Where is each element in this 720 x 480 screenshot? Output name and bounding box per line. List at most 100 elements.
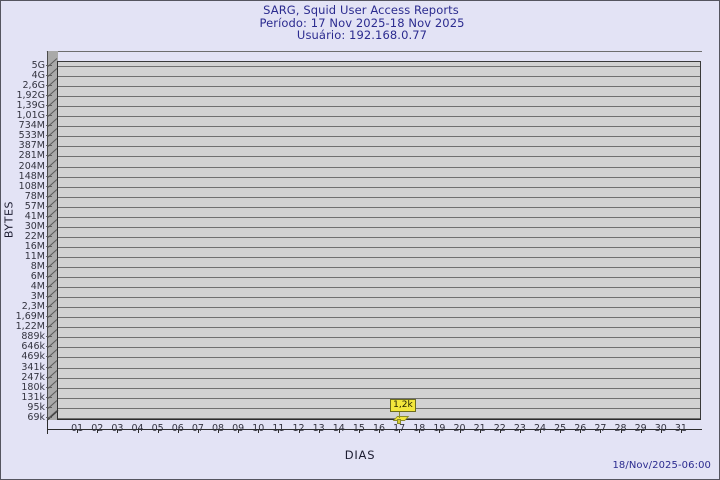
gridline: [58, 177, 700, 178]
y-axis-tick-label: 469k: [21, 351, 45, 363]
y-axis-tick-label: 1,39G: [16, 100, 45, 112]
x-axis-tick-mark: [339, 429, 340, 433]
x-axis-tick-label: 08: [207, 423, 229, 434]
y-axis-tick-label: 1,01G: [16, 110, 45, 122]
gridline: [58, 197, 700, 198]
y-axis-tick-label: 734M: [18, 120, 45, 132]
y-axis-tick-label: 4M: [30, 281, 45, 293]
y-axis-tick-mark: [46, 416, 52, 418]
y-axis-tick-mark: [46, 205, 52, 207]
y-axis-tick-mark: [46, 356, 52, 358]
x-axis-tick-label: 23: [509, 423, 531, 434]
x-axis-tick-mark: [379, 429, 380, 433]
y-axis-tick-mark: [46, 115, 52, 117]
x-axis-tick-mark: [621, 429, 622, 433]
y-axis-tick-mark: [46, 85, 52, 87]
gridline: [58, 116, 700, 117]
x-axis-tick-label: 14: [328, 423, 350, 434]
gridline: [58, 187, 700, 188]
x-axis-tick-mark: [158, 429, 159, 433]
y-axis-tick-label: 4G: [31, 70, 45, 82]
y-axis-tick-mark: [46, 336, 52, 338]
plot-top-edge: [47, 51, 702, 52]
data-point-stem: [399, 410, 400, 418]
x-axis-tick-label: 18: [408, 423, 430, 434]
x-axis-tick-mark: [178, 429, 179, 433]
x-axis-tick-mark: [117, 429, 118, 433]
gridline: [58, 347, 700, 348]
y-axis-tick-mark: [46, 296, 52, 298]
x-axis-tick-mark: [600, 429, 601, 433]
x-axis-line: [47, 429, 702, 430]
gridline: [58, 167, 700, 168]
y-axis-tick-label: 247k: [21, 371, 45, 383]
gridline: [58, 156, 700, 157]
x-axis-tick-mark: [399, 429, 400, 433]
x-axis-tick-label: 15: [348, 423, 370, 434]
gridline: [58, 327, 700, 328]
y-axis-tick-mark: [46, 255, 52, 257]
x-axis-tick-mark: [77, 429, 78, 433]
x-axis-tick-label: 13: [308, 423, 330, 434]
gridline: [58, 378, 700, 379]
x-axis-tick-mark: [258, 429, 259, 433]
y-axis-tick-label: 180k: [21, 381, 45, 393]
gridline: [58, 297, 700, 298]
y-axis-tick-label: 281M: [18, 150, 45, 162]
x-axis-tick-label: 19: [428, 423, 450, 434]
x-axis-tick-label: 07: [187, 423, 209, 434]
y-axis-tick-mark: [46, 105, 52, 107]
y-axis-tick-label: 6M: [30, 271, 45, 283]
plot-floor: [47, 420, 702, 429]
x-axis-tick-label: 09: [227, 423, 249, 434]
y-axis-tick-mark: [46, 185, 52, 187]
y-axis-tick-mark: [46, 406, 52, 408]
y-axis-tick-label: 148M: [18, 170, 45, 182]
x-axis-tick-label: 11: [267, 423, 289, 434]
y-axis-tick-mark: [46, 225, 52, 227]
gridline: [58, 398, 700, 399]
x-axis-tick-label: 21: [469, 423, 491, 434]
x-axis-tick-mark: [319, 429, 320, 433]
x-axis-tick-mark: [238, 429, 239, 433]
y-axis-tick-label: 889k: [21, 331, 45, 343]
y-axis-tick-mark: [46, 125, 52, 127]
gridline: [58, 227, 700, 228]
x-axis-tick-mark: [218, 429, 219, 433]
y-axis-tick-mark: [46, 376, 52, 378]
x-axis-tick-mark: [97, 429, 98, 433]
x-axis-tick-label: 30: [650, 423, 672, 434]
y-axis-tick-label: 78M: [24, 190, 45, 202]
x-axis-tick-label: 16: [368, 423, 390, 434]
x-axis-tick-label: 02: [86, 423, 108, 434]
gridline: [58, 136, 700, 137]
x-axis-tick-label: 12: [288, 423, 310, 434]
y-axis-tick-label: 2,6G: [22, 80, 45, 92]
y-axis-tick-label: 30M: [24, 220, 45, 232]
x-axis-tick-mark: [138, 429, 139, 433]
y-axis-tick-mark: [46, 266, 52, 267]
x-axis-tick-label: 01: [66, 423, 88, 434]
gridline: [58, 317, 700, 318]
x-axis-tick-mark: [198, 429, 199, 433]
y-axis-tick-mark: [46, 245, 52, 247]
x-axis-tick-mark: [278, 429, 279, 433]
gridline: [58, 257, 700, 258]
gridline: [58, 217, 700, 218]
gridline: [58, 207, 700, 208]
x-axis-tick-mark: [439, 429, 440, 433]
y-axis-tick-label: 5G: [31, 60, 45, 71]
report-user: Usuário: 192.168.0.77: [296, 28, 428, 42]
x-axis-tick-label: 31: [670, 423, 692, 434]
y-axis-tick-label: 1,92G: [16, 90, 45, 102]
x-axis-tick-label: 22: [489, 423, 511, 434]
gridline: [58, 76, 700, 77]
x-axis-tick-label: 24: [529, 423, 551, 434]
y-axis-tick-label: 11M: [24, 250, 45, 262]
y-axis-tick-mark: [46, 165, 52, 167]
y-axis-tick-mark: [46, 276, 52, 278]
y-axis-tick-label: 95k: [27, 401, 45, 413]
x-axis-tick-mark: [580, 429, 581, 433]
y-axis-tick-label: 41M: [24, 210, 45, 222]
